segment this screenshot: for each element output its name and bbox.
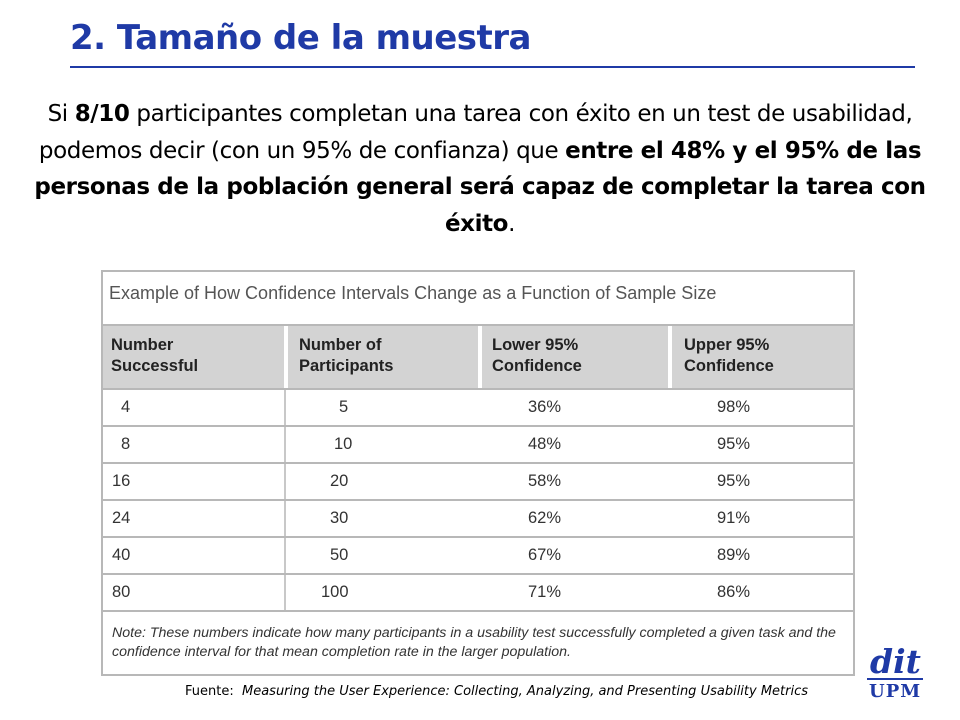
logo-rule [867, 678, 923, 680]
cell-upper: 91% [717, 509, 751, 527]
cell-participants: 100 [321, 583, 349, 601]
cell-successful: 80 [112, 583, 131, 601]
cell-successful: 4 [121, 398, 131, 416]
cell-successful: 8 [121, 435, 131, 453]
header-line: Participants [299, 357, 394, 375]
cell-participants: 30 [330, 509, 349, 527]
logo-dit-text: dit [870, 642, 921, 681]
cell-upper: 89% [717, 546, 751, 564]
cell-participants: 50 [330, 546, 349, 564]
paragraph-bold-1: 8/10 [74, 101, 130, 127]
logo-upm-text: UPM [869, 681, 922, 702]
cell-lower: 62% [528, 509, 562, 527]
header-number-participants: Number of Participants [288, 326, 478, 388]
note-divider [103, 610, 853, 612]
header-number-successful: Number Successful [103, 326, 284, 388]
cell-participants: 20 [330, 472, 349, 490]
header-upper-confidence: Upper 95% Confidence [672, 326, 853, 388]
table-caption: Example of How Confidence Intervals Chan… [109, 283, 717, 303]
cell-successful: 24 [112, 509, 131, 527]
dit-upm-logo: dit UPM [866, 644, 926, 706]
cell-upper: 95% [717, 472, 751, 490]
header-line: Confidence [684, 357, 774, 375]
cell-lower: 71% [528, 583, 562, 601]
table-row: 16 20 58% 95% [103, 462, 853, 499]
cell-upper: 98% [717, 398, 751, 416]
header-line: Upper 95% [684, 336, 770, 354]
table-row: 8 10 48% 95% [103, 425, 853, 462]
slide-title: 2. Tamaño de la muestra [70, 18, 532, 58]
header-line: Number of [299, 336, 382, 354]
header-lower-confidence: Lower 95% Confidence [482, 326, 668, 388]
cell-successful: 16 [112, 472, 131, 490]
cell-lower: 67% [528, 546, 562, 564]
source-citation: Fuente: Measuring the User Experience: C… [185, 684, 808, 699]
paragraph-text-1: Si [47, 101, 75, 127]
table-row: 80 100 71% 86% [103, 573, 853, 610]
source-label: Fuente: [185, 684, 234, 699]
table-header-row: Number Successful Number of Participants… [103, 324, 853, 388]
cell-successful: 40 [112, 546, 131, 564]
confidence-table: Example of How Confidence Intervals Chan… [101, 270, 855, 676]
table-row: 4 5 36% 98% [103, 388, 853, 425]
paragraph-bold-2: entre el 48% y el 95% de las personas de… [34, 137, 926, 237]
paragraph-text-3: . [508, 210, 516, 237]
cell-participants: 5 [339, 398, 349, 416]
table-note: Note: These numbers indicate how many pa… [112, 624, 837, 662]
cell-upper: 86% [717, 583, 751, 601]
table-row: 40 50 67% 89% [103, 536, 853, 573]
table-row: 24 30 62% 91% [103, 499, 853, 536]
cell-lower: 48% [528, 435, 562, 453]
source-title: Measuring the User Experience: Collectin… [241, 684, 809, 699]
note-text: These numbers indicate how many particip… [112, 625, 836, 660]
note-label: Note: [112, 625, 146, 641]
header-line: Number [111, 336, 174, 354]
cell-lower: 58% [528, 472, 562, 490]
title-underline [70, 66, 915, 68]
header-line: Confidence [492, 357, 582, 375]
cell-participants: 10 [334, 435, 353, 453]
cell-upper: 95% [717, 435, 751, 453]
paragraph-text-2: participantes completan una tarea con éx… [38, 101, 913, 164]
body-paragraph: Si 8/10 participantes completan una tare… [30, 96, 930, 242]
header-line: Successful [111, 357, 199, 375]
header-line: Lower 95% [492, 336, 579, 354]
cell-lower: 36% [528, 398, 562, 416]
